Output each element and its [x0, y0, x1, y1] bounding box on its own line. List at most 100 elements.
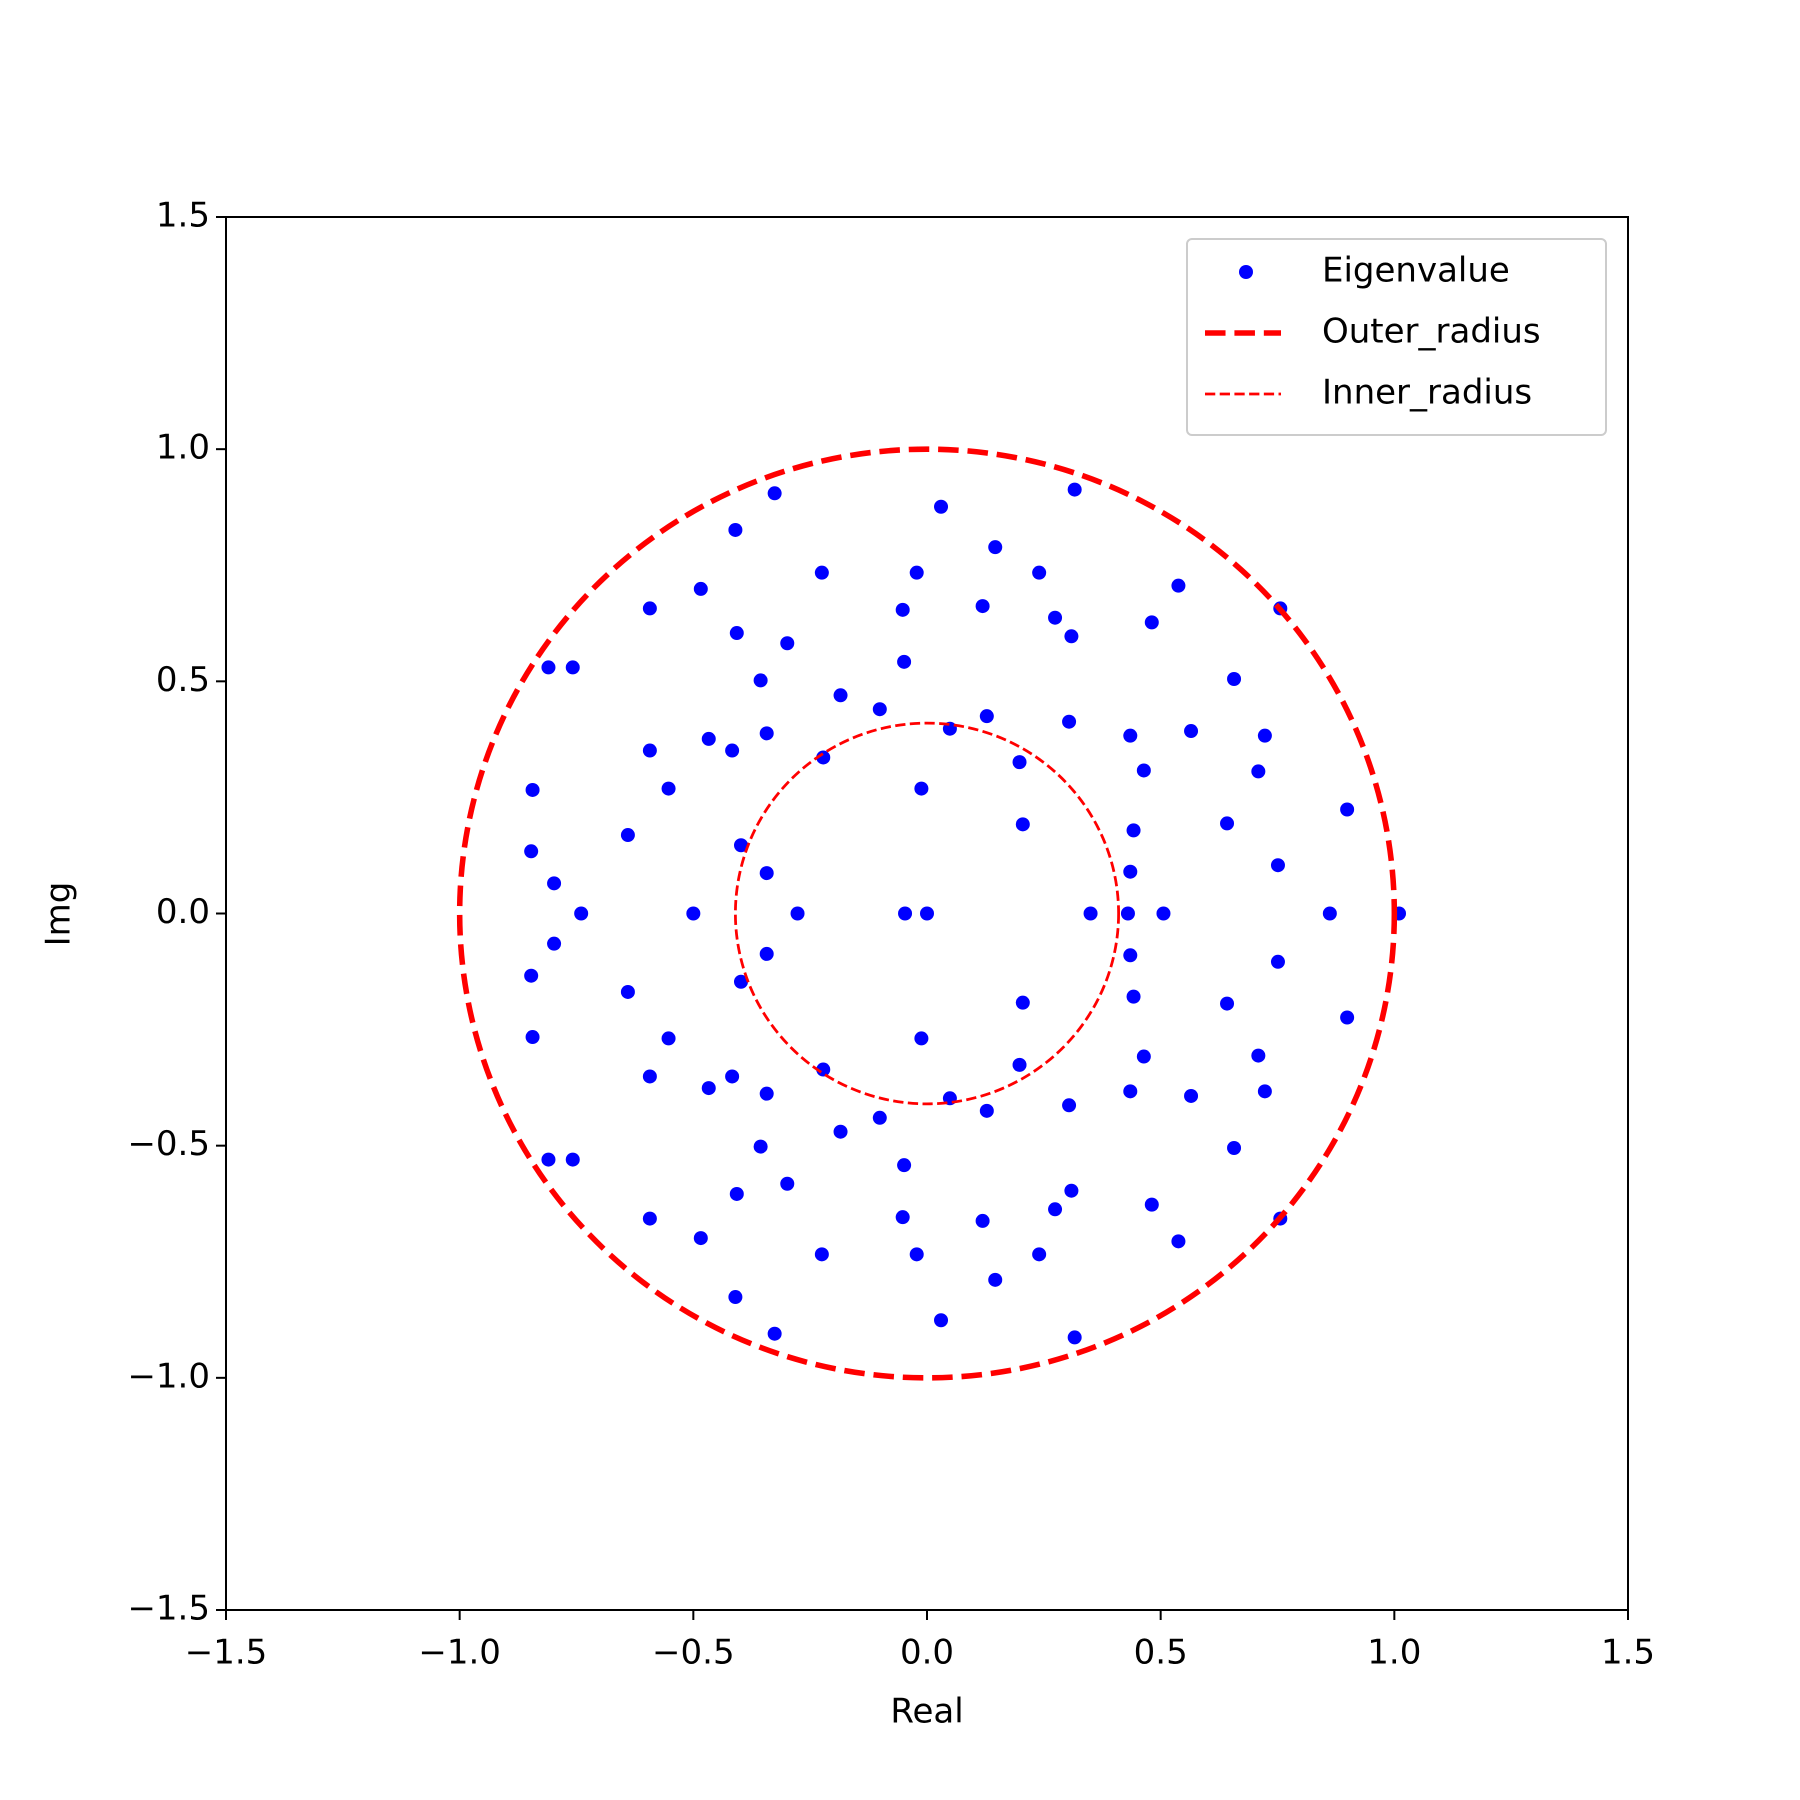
- eigenvalue-point: [525, 782, 540, 797]
- eigenvalue-point: [988, 540, 1003, 555]
- eigenvalue-point: [895, 602, 910, 617]
- eigenvalue-point: [934, 499, 949, 514]
- plot-area: [456, 446, 1407, 1381]
- eigenvalue-point: [1012, 1057, 1027, 1072]
- eigenvalue-point: [1126, 823, 1141, 838]
- eigenvalue-point: [547, 876, 562, 891]
- eigenvalue-point: [1184, 724, 1199, 739]
- eigenvalue-point: [1064, 1183, 1079, 1198]
- eigenvalue-point: [729, 1186, 744, 1201]
- eigenvalue-point: [565, 660, 580, 675]
- radius-circle: [734, 721, 1120, 1106]
- eigenvalue-point: [814, 1247, 829, 1262]
- y-tick-label: −0.5: [127, 1124, 210, 1164]
- eigenvalue-point: [1123, 728, 1138, 743]
- eigenvalue-point: [914, 781, 929, 796]
- eigenvalue-point: [547, 936, 562, 951]
- eigenvalue-point: [728, 522, 743, 537]
- eigenvalue-point: [816, 1062, 831, 1077]
- eigenvalue-point: [759, 1086, 774, 1101]
- eigenvalue-point: [872, 1110, 887, 1125]
- eigenvalue-point: [780, 636, 795, 651]
- y-tick-label: 1.5: [156, 196, 210, 236]
- eigenvalue-point: [734, 974, 749, 989]
- eigenvalue-point: [701, 1081, 716, 1096]
- eigenvalue-point: [1251, 764, 1266, 779]
- eigenvalue-point: [1120, 906, 1135, 921]
- eigenvalue-point: [897, 1158, 912, 1173]
- eigenvalue-point: [909, 565, 924, 580]
- eigenvalue-point: [642, 601, 657, 616]
- eigenvalue-point: [1171, 578, 1186, 593]
- x-tick-label: 1.5: [1601, 1633, 1655, 1673]
- y-tick-label: 1.0: [156, 428, 210, 468]
- eigenvalue-point: [728, 1290, 743, 1305]
- eigenvalue-point: [1220, 996, 1235, 1011]
- legend-box: [1186, 238, 1607, 436]
- eigenvalue-point: [753, 1139, 768, 1154]
- eigenvalue-point: [1136, 1049, 1151, 1064]
- eigenvalue-point: [1227, 1140, 1242, 1155]
- eigenvalue-point: [661, 1031, 676, 1046]
- eigenvalue-point: [988, 1272, 1003, 1287]
- eigenvalue-point: [1067, 1330, 1082, 1345]
- eigenvalue-point: [1220, 816, 1235, 831]
- eigenvalue-point: [686, 906, 701, 921]
- eigenvalue-point: [1156, 906, 1171, 921]
- eigenvalue-point: [1062, 714, 1077, 729]
- legend-marker: [1239, 265, 1253, 279]
- legend: Eigenvalue Outer_radius Inner_radius: [1186, 238, 1607, 436]
- x-tick-label: 1.0: [1367, 1633, 1421, 1673]
- eigenvalue-point: [897, 654, 912, 669]
- eigenvalue-point: [780, 1176, 795, 1191]
- eigenvalue-point: [1015, 995, 1030, 1010]
- eigenvalue-point: [895, 1210, 910, 1225]
- eigenvalue-point: [525, 1030, 540, 1045]
- eigenvalue-point: [620, 828, 635, 843]
- eigenvalue-point: [767, 486, 782, 501]
- eigenvalue-point: [565, 1152, 580, 1167]
- eigenvalue-point: [1126, 989, 1141, 1004]
- x-tick-label: −1.0: [418, 1633, 501, 1673]
- eigenvalue-point: [1144, 615, 1159, 630]
- eigenvalue-point: [524, 968, 539, 983]
- legend-label: Eigenvalue: [1322, 251, 1510, 291]
- eigenvalue-point: [734, 838, 749, 853]
- eigenvalue-point: [1123, 864, 1138, 879]
- eigenvalue-point: [1064, 629, 1079, 644]
- eigenvalue-point: [1227, 672, 1242, 687]
- eigenvalue-point: [541, 1152, 556, 1167]
- eigenvalue-point: [1251, 1048, 1266, 1063]
- eigenvalue-point: [1184, 1088, 1199, 1103]
- eigenvalue-point: [909, 1247, 924, 1262]
- eigenvalue-point: [1015, 817, 1030, 832]
- eigenvalue-point: [914, 1031, 929, 1046]
- legend-label: Outer_radius: [1322, 312, 1541, 352]
- eigenvalue-point: [1123, 948, 1138, 963]
- eigenvalue-point: [661, 781, 676, 796]
- eigenvalue-point: [541, 660, 556, 675]
- eigenvalue-point: [1012, 755, 1027, 770]
- eigenvalue-point: [975, 1213, 990, 1228]
- eigenvalue-point: [753, 673, 768, 688]
- eigenvalue-point: [833, 1124, 848, 1139]
- radius-circle: [456, 446, 1398, 1381]
- eigenvalue-point: [1270, 858, 1285, 873]
- eigenvalue-point: [833, 688, 848, 703]
- eigenvalue-point: [1270, 954, 1285, 969]
- eigenvalue-point: [1144, 1197, 1159, 1212]
- eigenvalue-point: [790, 906, 805, 921]
- eigenvalue-point: [1322, 906, 1337, 921]
- eigenvalue-point: [725, 1069, 740, 1084]
- eigenvalue-point: [642, 1211, 657, 1226]
- eigenvalue-point: [1257, 1084, 1272, 1099]
- eigenvalue-point: [979, 1103, 994, 1118]
- eigenvalue-point: [1340, 802, 1355, 817]
- eigenvalue-point: [693, 1231, 708, 1246]
- eigenvalue-point: [1123, 1084, 1138, 1099]
- eigenvalue-point: [642, 1069, 657, 1084]
- eigenvalue-point: [725, 743, 740, 758]
- eigenvalue-point: [934, 1313, 949, 1328]
- eigenvalue-point: [1083, 906, 1098, 921]
- eigenvalue-point: [1062, 1098, 1077, 1113]
